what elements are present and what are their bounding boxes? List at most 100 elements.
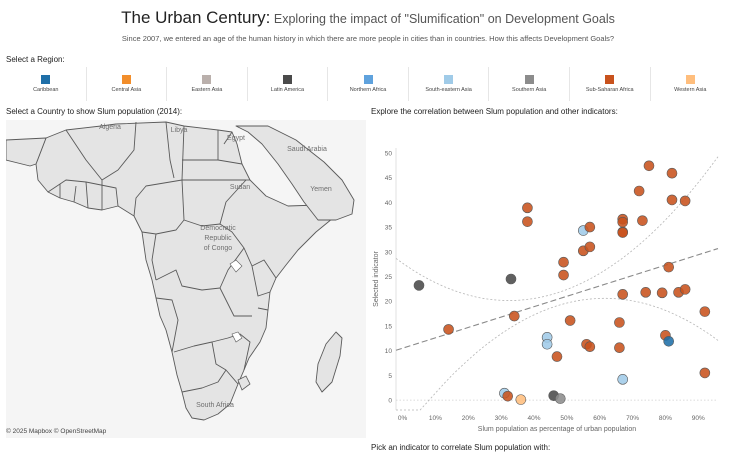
country-border <box>151 233 157 281</box>
scatter-point[interactable] <box>508 310 520 322</box>
y-axis-title: Selected indicator <box>373 251 380 307</box>
madagascar[interactable] <box>315 331 343 393</box>
country-border <box>223 131 233 145</box>
africa-map[interactable]: Algeria Libya Egypt Saudi Arabia Sudan Yemen D… <box>6 120 366 438</box>
scatter-point[interactable] <box>584 221 596 233</box>
y-tick-label: 40 <box>385 200 393 207</box>
scatter-point[interactable] <box>505 273 517 285</box>
map-place-label: Algeria <box>99 124 121 131</box>
scatter-point[interactable] <box>413 280 425 291</box>
region-filter-item[interactable]: Latin America <box>248 67 329 101</box>
scatter-point[interactable] <box>679 284 691 295</box>
x-tick-label: 70% <box>626 415 639 422</box>
country-border <box>141 179 185 235</box>
country-border <box>251 265 271 297</box>
chart-panel-label: Explore the correlation between Slum pop… <box>371 107 618 116</box>
country-border <box>181 125 185 181</box>
x-tick-label: 0% <box>398 415 408 422</box>
scatter-point[interactable] <box>666 167 678 179</box>
y-tick-label: 45 <box>385 175 393 182</box>
map-place-label: Democratic <box>200 225 236 232</box>
scatter-point[interactable] <box>502 390 514 402</box>
scatter-point[interactable] <box>522 216 533 227</box>
map-place-label: South Africa <box>196 402 234 409</box>
scatter-chart[interactable]: 0 5 10 15 20 25 30 35 40 45 50 0% 10% 20% 30% 40% 50% 60%… <box>368 118 734 436</box>
map-copyright[interactable]: © 2025 Mapbox © OpenStreetMap <box>6 428 107 435</box>
region-filter-item[interactable]: Western Asia <box>651 67 731 101</box>
square-swatch-icon <box>363 75 373 84</box>
x-tick-label: 40% <box>527 415 540 422</box>
scatter-point[interactable] <box>551 351 563 362</box>
scatter-point[interactable] <box>666 194 678 206</box>
region-legend: Caribbean Central Asia Eastern Asia Latin A… <box>6 67 730 101</box>
x-tick-label: 80% <box>659 415 672 422</box>
country-border <box>65 129 103 210</box>
scatter-point[interactable] <box>584 241 596 253</box>
region-filter-item[interactable]: South-eastern Asia <box>409 67 490 101</box>
region-filter-item[interactable]: Sub-Saharan Africa <box>570 67 651 101</box>
x-tick-label: 90% <box>692 415 705 422</box>
region-filter-item-label: Caribbean <box>33 87 59 93</box>
country-border <box>155 269 221 291</box>
scatter-point[interactable] <box>617 216 629 228</box>
scatter-point[interactable] <box>614 342 625 354</box>
western-coast-land[interactable] <box>6 137 47 167</box>
scatter-point[interactable] <box>564 315 576 326</box>
country-border <box>181 369 227 393</box>
square-swatch-icon <box>202 75 212 84</box>
region-filter-item[interactable]: Caribbean <box>6 67 87 101</box>
scatter-point[interactable] <box>617 289 629 300</box>
y-tick-label: 50 <box>385 150 393 157</box>
country-border <box>219 247 245 289</box>
map-place-label: Saudi Arabia <box>287 146 327 153</box>
map-place-label: Libya <box>171 127 188 134</box>
region-filter-item[interactable]: Southern Asia <box>489 67 570 101</box>
scatter-point[interactable] <box>633 185 645 197</box>
region-filter-item-label: Eastern Asia <box>191 87 223 93</box>
scatter-point[interactable] <box>699 367 711 379</box>
region-filter-item-label: South-eastern Asia <box>425 87 472 93</box>
country-border <box>251 259 277 279</box>
scatter-point[interactable] <box>663 335 675 347</box>
region-filter-item[interactable]: Central Asia <box>87 67 168 101</box>
x-tick-label: 50% <box>560 415 573 422</box>
scatter-point[interactable] <box>663 261 675 273</box>
scatter-point[interactable] <box>541 338 553 350</box>
region-filter-item-label: Latin America <box>270 87 305 93</box>
scatter-point[interactable] <box>699 306 711 317</box>
scatter-point[interactable] <box>443 324 454 335</box>
region-filter-item[interactable]: Eastern Asia <box>167 67 248 101</box>
country-border <box>219 179 247 225</box>
lake-malawi <box>231 331 243 343</box>
page-title: The Urban Century: Exploring the impact … <box>0 8 736 28</box>
scatter-point[interactable] <box>637 215 648 226</box>
scatter-point[interactable] <box>640 287 652 298</box>
scatter-point[interactable] <box>522 202 533 214</box>
arabian-peninsula[interactable] <box>235 125 355 221</box>
country-lesotho[interactable] <box>237 375 251 391</box>
region-filter-item-label: Central Asia <box>111 87 142 93</box>
scatter-point[interactable] <box>558 256 569 268</box>
scatter-point[interactable] <box>614 317 625 328</box>
y-tick-label: 20 <box>385 299 393 306</box>
scatter-point[interactable] <box>617 227 629 238</box>
indicator-picker-label: Pick an indicator to correlate Slum popu… <box>371 443 551 452</box>
scatter-point[interactable] <box>554 393 566 404</box>
scatter-point[interactable] <box>656 287 668 299</box>
scatter-point[interactable] <box>617 374 629 385</box>
square-swatch-icon <box>444 75 454 84</box>
square-swatch-icon <box>524 75 534 84</box>
scatter-point[interactable] <box>515 394 527 405</box>
scatter-point[interactable] <box>558 269 569 281</box>
region-filter-item[interactable]: Northern Africa <box>328 67 409 101</box>
country-border <box>219 287 252 317</box>
region-filter-item-label: Western Asia <box>674 87 707 93</box>
chart-plot-area <box>396 148 718 410</box>
scatter-point[interactable] <box>643 160 655 172</box>
country-border <box>165 121 175 179</box>
scatter-point[interactable] <box>679 195 691 207</box>
map-place-label: Egypt <box>227 135 245 142</box>
scatter-point[interactable] <box>584 341 596 353</box>
map-place-label: Sudan <box>230 184 250 191</box>
region-filter-item-label: Sub-Saharan Africa <box>585 87 634 93</box>
